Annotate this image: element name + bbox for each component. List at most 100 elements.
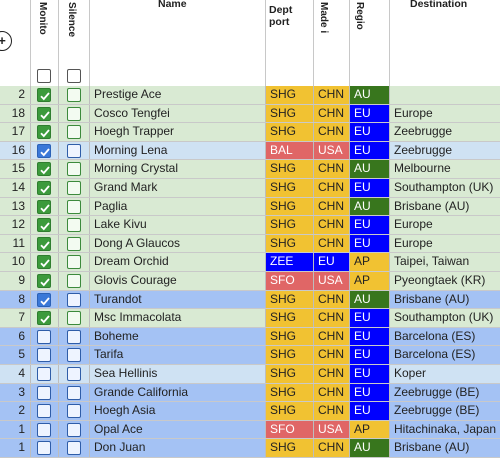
monitor-cell[interactable]	[31, 272, 59, 290]
monitor-checkbox[interactable]	[37, 441, 51, 456]
silence-cell[interactable]	[59, 272, 90, 290]
silence-checkbox[interactable]	[67, 106, 81, 121]
monitor-checkbox[interactable]	[37, 255, 51, 270]
add-circle-icon[interactable]: +	[0, 31, 12, 51]
silence-checkbox[interactable]	[67, 441, 81, 456]
silence-checkbox[interactable]	[67, 255, 81, 270]
table-row[interactable]: 4 Sea Hellinis SHG CHN EU Koper	[0, 365, 500, 384]
silence-checkbox[interactable]	[67, 236, 81, 251]
silence-checkbox[interactable]	[67, 218, 81, 233]
monitor-checkbox[interactable]	[37, 199, 51, 214]
silence-checkbox[interactable]	[67, 404, 81, 419]
header-made-in[interactable]: Made i	[314, 0, 350, 66]
silence-checkbox[interactable]	[67, 292, 81, 307]
silence-cell[interactable]	[59, 123, 90, 141]
silence-cell[interactable]	[59, 253, 90, 271]
header-dept-port[interactable]: Dept port	[266, 0, 314, 66]
silence-cell[interactable]	[59, 439, 90, 457]
monitor-cell[interactable]	[31, 290, 59, 309]
silence-cell[interactable]	[59, 141, 90, 160]
header-region[interactable]: Regio	[350, 0, 390, 66]
monitor-cell[interactable]	[31, 309, 59, 327]
monitor-checkbox[interactable]	[37, 367, 51, 381]
monitor-cell[interactable]	[31, 234, 59, 253]
table-row[interactable]: 2 Hoegh Asia SHG CHN EU Zeebrugge (BE)	[0, 402, 500, 421]
table-row[interactable]: 1 Don Juan SHG CHN AU Brisbane (AU)	[0, 439, 500, 458]
monitor-checkbox[interactable]	[37, 162, 51, 177]
silence-cell[interactable]	[59, 346, 90, 364]
silence-cell[interactable]	[59, 402, 90, 420]
monitor-checkbox[interactable]	[37, 218, 51, 233]
monitor-checkbox[interactable]	[37, 181, 51, 195]
silence-cell[interactable]	[59, 104, 90, 123]
silence-checkbox[interactable]	[67, 88, 81, 102]
monitor-cell[interactable]	[31, 104, 59, 123]
table-row[interactable]: 1 Opal Ace SFO USA AP Hitachinaka, Japan	[0, 420, 500, 440]
silence-filter[interactable]	[59, 66, 90, 86]
silence-cell[interactable]	[59, 365, 90, 383]
table-row[interactable]: 14 Grand Mark SHG CHN EU Southampton (UK)	[0, 179, 500, 198]
table-row[interactable]: 17 Hoegh Trapper SHG CHN EU Zeebrugge	[0, 123, 500, 142]
silence-cell[interactable]	[59, 216, 90, 234]
silence-filter-checkbox[interactable]	[67, 69, 81, 83]
monitor-filter-checkbox[interactable]	[37, 69, 51, 83]
table-row[interactable]: 11 Dong A Glaucos SHG CHN EU Europe	[0, 234, 500, 254]
monitor-cell[interactable]	[31, 216, 59, 234]
table-row[interactable]: 12 Lake Kivu SHG CHN EU Europe	[0, 216, 500, 235]
monitor-cell[interactable]	[31, 179, 59, 197]
table-row[interactable]: 18 Cosco Tengfei SHG CHN EU Europe	[0, 104, 500, 124]
monitor-checkbox[interactable]	[37, 385, 51, 400]
table-row[interactable]: 16 Morning Lena BAL USA EU Zeebrugge	[0, 141, 500, 161]
silence-cell[interactable]	[59, 197, 90, 216]
monitor-cell[interactable]	[31, 402, 59, 420]
table-row[interactable]: 8 Turandot SHG CHN AU Brisbane (AU)	[0, 290, 500, 310]
monitor-cell[interactable]	[31, 439, 59, 457]
monitor-checkbox[interactable]	[37, 422, 51, 437]
table-row[interactable]: 6 Boheme SHG CHN EU Barcelona (ES)	[0, 327, 500, 347]
table-row[interactable]: 13 Paglia SHG CHN AU Brisbane (AU)	[0, 197, 500, 217]
monitor-checkbox[interactable]	[37, 236, 51, 251]
silence-cell[interactable]	[59, 86, 90, 104]
silence-checkbox[interactable]	[67, 125, 81, 140]
monitor-cell[interactable]	[31, 383, 59, 402]
monitor-cell[interactable]	[31, 197, 59, 216]
silence-cell[interactable]	[59, 290, 90, 309]
header-destination[interactable]: Destination	[390, 0, 500, 66]
table-row[interactable]: 2 Prestige Ace SHG CHN AU	[0, 86, 500, 105]
silence-checkbox[interactable]	[67, 348, 81, 363]
monitor-cell[interactable]	[31, 160, 59, 178]
silence-checkbox[interactable]	[67, 385, 81, 400]
silence-checkbox[interactable]	[67, 311, 81, 326]
silence-cell[interactable]	[59, 234, 90, 253]
silence-checkbox[interactable]	[67, 199, 81, 214]
silence-checkbox[interactable]	[67, 181, 81, 195]
table-row[interactable]: 5 Tarifa SHG CHN EU Barcelona (ES)	[0, 346, 500, 365]
monitor-cell[interactable]	[31, 86, 59, 104]
silence-checkbox[interactable]	[67, 274, 81, 288]
header-name[interactable]: Name	[90, 0, 266, 66]
silence-cell[interactable]	[59, 160, 90, 178]
monitor-checkbox[interactable]	[37, 311, 51, 326]
silence-cell[interactable]	[59, 179, 90, 197]
silence-checkbox[interactable]	[67, 143, 81, 158]
monitor-checkbox[interactable]	[37, 106, 51, 121]
monitor-checkbox[interactable]	[37, 88, 51, 102]
monitor-filter[interactable]	[31, 66, 59, 86]
table-row[interactable]: 3 Grande California SHG CHN EU Zeebrugge (BE)	[0, 383, 500, 403]
silence-cell[interactable]	[59, 309, 90, 327]
monitor-checkbox[interactable]	[37, 329, 51, 344]
silence-checkbox[interactable]	[67, 162, 81, 177]
monitor-checkbox[interactable]	[37, 143, 51, 158]
monitor-cell[interactable]	[31, 365, 59, 383]
silence-checkbox[interactable]	[67, 329, 81, 344]
table-row[interactable]: 15 Morning Crystal SHG CHN AU Melbourne	[0, 160, 500, 179]
monitor-checkbox[interactable]	[37, 404, 51, 419]
monitor-checkbox[interactable]	[37, 292, 51, 307]
header-monitor[interactable]: Monito	[31, 0, 59, 66]
monitor-cell[interactable]	[31, 253, 59, 271]
table-row[interactable]: 9 Glovis Courage SFO USA AP Pyeongtaek (KR)	[0, 272, 500, 291]
monitor-checkbox[interactable]	[37, 274, 51, 288]
silence-cell[interactable]	[59, 327, 90, 346]
silence-cell[interactable]	[59, 420, 90, 439]
table-row[interactable]: 10 Dream Orchid ZEE EU AP Taipei, Taiwan	[0, 253, 500, 272]
